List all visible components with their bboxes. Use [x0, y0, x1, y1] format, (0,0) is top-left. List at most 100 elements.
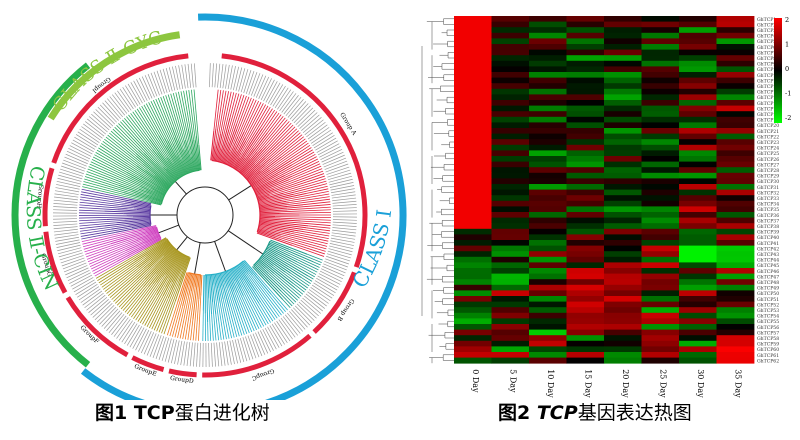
heatmap-cell	[491, 133, 530, 140]
heatmap-cell	[529, 318, 567, 325]
heatmap-cell	[566, 105, 605, 112]
heatmap-cell	[679, 88, 717, 95]
heatmap-cell	[716, 240, 755, 246]
heatmap-cell	[454, 139, 492, 146]
dendrogram-branch	[443, 74, 454, 81]
heatmap-cell	[716, 184, 755, 190]
heatmap-cell	[491, 161, 530, 168]
heatmap-cell	[566, 184, 605, 190]
heatmap-cell	[716, 77, 755, 84]
heatmap-cell	[679, 212, 717, 218]
heatmap-cell	[679, 44, 717, 50]
heatmap-cell	[641, 72, 680, 78]
heatmap-cell	[641, 150, 680, 157]
heatmap-cell	[566, 256, 605, 263]
heatmap-cell	[566, 88, 605, 95]
row-label: GhTCP33	[757, 196, 779, 202]
heatmap-cell	[491, 245, 530, 252]
heatmap-cell	[454, 217, 492, 224]
row-label: GhTCP15	[757, 95, 779, 101]
heatmap-cell	[566, 251, 605, 258]
heatmap-cell	[716, 116, 755, 123]
heatmap-cell	[641, 77, 680, 84]
heatmap-cell	[566, 49, 605, 56]
row-label: GhTCP9	[757, 62, 776, 68]
heatmap-cell	[641, 340, 680, 347]
row-label: GhTCP53	[757, 308, 779, 314]
heatmap-cell	[679, 66, 717, 73]
heatmap-cell	[679, 189, 717, 196]
heatmap-cell	[641, 49, 680, 56]
dendrogram-branch	[443, 253, 454, 260]
heatmap-cell	[454, 27, 492, 34]
heatmap-cell	[716, 228, 755, 235]
row-label: GhTCP50	[757, 291, 779, 297]
leaf-label-ring	[53, 63, 357, 367]
heatmap-cell	[491, 301, 530, 308]
dendrogram-branch	[446, 264, 454, 272]
clade-4	[166, 242, 203, 341]
heatmap-cell	[716, 16, 755, 22]
heatmap-cell	[604, 38, 642, 45]
heatmap-cell	[641, 357, 680, 364]
heatmap-cell	[679, 245, 717, 252]
heatmap-cell	[529, 296, 567, 302]
heatmap-cell	[716, 296, 755, 302]
heatmap-cell	[454, 324, 492, 330]
heatmap-cell	[679, 290, 717, 297]
heatmap-cell	[566, 94, 605, 101]
expression-heatmap-figure: GhTCP1 GhTCP2 GhTCP3 GhTCP4 GhTCP5 GhTCP6 GhTC…	[418, 0, 800, 400]
heatmap-cell	[529, 273, 567, 280]
heatmap-cell	[454, 184, 492, 190]
row-label: GhTCP38	[757, 224, 779, 230]
heatmap-cell	[604, 335, 642, 342]
heatmap-cell	[716, 122, 755, 129]
heatmap-cell	[454, 100, 492, 106]
dendrogram-branch	[443, 164, 454, 171]
heatmap-cell	[491, 352, 530, 358]
heatmap-cell	[454, 352, 492, 358]
heatmap-cell	[491, 357, 530, 364]
heatmap-cell	[641, 234, 680, 241]
row-label: GhTCP18	[757, 112, 779, 118]
dendrogram-branch	[446, 29, 454, 36]
row-label: GhTCP28	[757, 168, 779, 174]
heatmap-cell	[679, 335, 717, 342]
heatmap-cell	[604, 228, 642, 235]
heatmap-cell	[679, 312, 717, 319]
heatmap-cell	[679, 38, 717, 45]
heatmap-cell	[491, 206, 530, 213]
heatmap-cell	[604, 161, 642, 168]
group-label-4: GroupD	[170, 375, 195, 385]
color-scale-tick: -2	[785, 114, 791, 122]
heatmap-cell	[529, 268, 567, 274]
heatmap-cell	[679, 318, 717, 325]
heatmap-cell	[491, 346, 530, 353]
heatmap-cell	[641, 128, 680, 134]
heatmap-cell	[529, 55, 567, 62]
column-label: 20 Day	[621, 369, 630, 398]
heatmap-cell	[491, 217, 530, 224]
color-scale-tick: 1	[785, 41, 789, 49]
heatmap-cell	[566, 161, 605, 168]
heatmap-cell	[529, 245, 567, 252]
heatmap-cell	[604, 139, 642, 146]
heatmap-cell	[529, 49, 567, 56]
heatmap-cell	[529, 122, 567, 129]
dendrogram-branch	[445, 152, 454, 160]
heatmap-cell	[529, 116, 567, 123]
heatmap-cell	[604, 178, 642, 185]
heatmap-cell	[679, 100, 717, 106]
heatmap-cell	[491, 251, 530, 258]
heatmap-cell	[716, 318, 755, 325]
heatmap-cell	[641, 223, 680, 230]
heatmap-cell	[566, 16, 605, 22]
heatmap-cell	[566, 357, 605, 364]
heatmap-cell	[454, 83, 492, 90]
heatmap-cell	[716, 60, 755, 67]
row-label: GhTCP60	[757, 347, 779, 353]
heatmap-cell	[529, 111, 567, 118]
heatmap-cell	[604, 262, 642, 269]
heatmap-cell	[679, 49, 717, 56]
row-label: GhTCP59	[757, 342, 779, 348]
